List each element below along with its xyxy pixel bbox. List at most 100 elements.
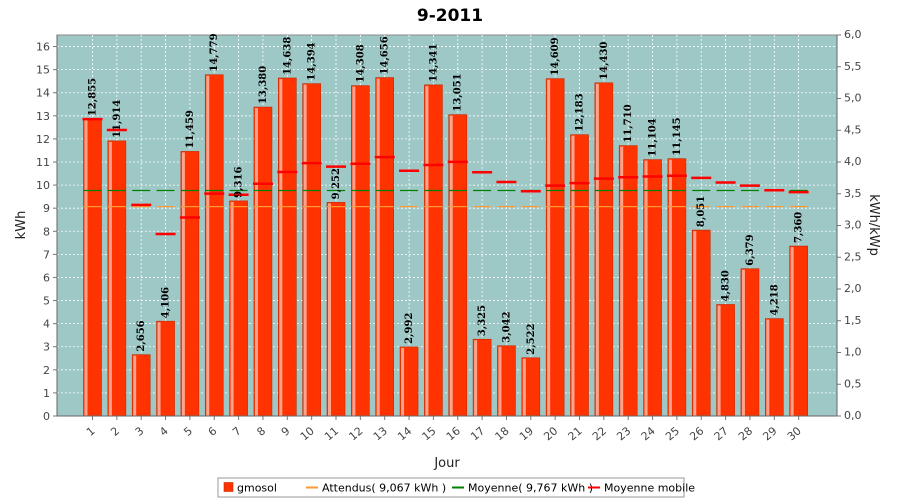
y2-tick-label: 0,0 [844, 409, 862, 422]
y-axis-title: kWh [14, 211, 29, 240]
y-tick-label: 7 [43, 248, 50, 261]
bar-highlight [303, 84, 307, 416]
y-tick-label: 13 [36, 110, 50, 123]
bar-highlight [693, 231, 697, 416]
bar-highlight [498, 346, 502, 416]
bar-highlight [620, 146, 624, 416]
x-tick-label: 28 [736, 424, 755, 443]
bar-highlight [84, 120, 88, 416]
y2-tick-label: 2,0 [844, 282, 862, 295]
bar-highlight [108, 141, 112, 417]
y2-tick-label: 4,0 [844, 155, 862, 168]
bar-value-label: 3,325 [477, 305, 488, 336]
bar-highlight [790, 247, 794, 416]
x-tick-label: 8 [254, 424, 268, 438]
x-tick-label: 3 [133, 424, 147, 438]
bar-highlight [352, 86, 356, 417]
y-tick-label: 9 [43, 202, 50, 215]
y2-tick-label: 4,5 [844, 123, 862, 136]
bar-value-label: 4,218 [769, 284, 780, 315]
bar-value-label: 14,609 [550, 37, 561, 75]
y2-tick-label: 1,0 [844, 346, 862, 359]
bar-value-label: 11,104 [648, 118, 659, 156]
y-tick-label: 16 [36, 41, 50, 54]
legend-label: Moyenne mobile [604, 482, 695, 495]
x-tick-label: 14 [395, 424, 414, 443]
bar-value-label: 6,379 [745, 234, 756, 265]
bar-highlight [279, 78, 283, 416]
y2-tick-label: 6,0 [844, 28, 862, 41]
bar-value-label: 11,914 [112, 100, 123, 138]
bar-value-label: 4,830 [721, 270, 732, 301]
y-tick-label: 5 [43, 295, 50, 308]
y-tick-label: 4 [43, 318, 50, 331]
x-tick-label: 1 [84, 424, 98, 438]
bar-value-label: 14,341 [428, 44, 439, 82]
y-tick-label: 12 [36, 133, 50, 146]
x-tick-label: 19 [517, 424, 536, 443]
bar-value-label: 2,656 [136, 320, 147, 351]
bar-highlight [181, 152, 185, 416]
x-tick-label: 10 [298, 424, 317, 443]
bar-highlight [522, 358, 526, 416]
bar-value-label: 14,394 [307, 42, 318, 80]
x-axis: 1 2 3 4 5 6 7 8 9 10 11 12 13 14 15 16 17 18 19 20 21 22 23 24 2… [57, 415, 837, 443]
y-tick-label: 1 [43, 387, 50, 400]
y-tick-label: 10 [36, 179, 50, 192]
bar-highlight [328, 203, 331, 416]
bar-value-label: 14,638 [282, 37, 293, 75]
x-tick-label: 30 [785, 424, 804, 443]
bar-highlight [644, 160, 648, 416]
bar-value-label: 13,051 [453, 73, 464, 111]
x-tick-label: 17 [468, 424, 487, 443]
bar-highlight [254, 108, 258, 416]
x-tick-label: 5 [181, 424, 195, 438]
x-tick-label: 21 [566, 424, 585, 443]
x-tick-label: 26 [687, 424, 706, 443]
legend-box [217, 477, 685, 498]
bar-value-label: 11,459 [185, 110, 196, 148]
bar-value-label: 12,183 [575, 93, 586, 131]
x-tick-label: 7 [230, 424, 244, 438]
bar-highlight [571, 135, 575, 416]
y-tick-label: 8 [43, 225, 50, 238]
x-tick-label: 6 [206, 424, 220, 438]
bar-value-label: 14,656 [380, 36, 391, 74]
y2-tick-label: 2,5 [844, 250, 862, 263]
bar-highlight [376, 78, 380, 416]
y2-tick-label: 3,5 [844, 187, 862, 200]
y2-tick-label: 5,5 [844, 60, 862, 73]
legend-label: gmosol [237, 482, 277, 495]
bar-highlight [133, 355, 137, 416]
bar-value-label: 11,710 [623, 104, 634, 142]
bar-highlight [717, 305, 721, 416]
y-tick-label: 15 [36, 64, 50, 77]
legend: gmosol Attendus( 9,067 kWh ) Moyenne( 9,76… [217, 477, 695, 498]
y-tick-label: 3 [43, 341, 50, 354]
bar-value-label: 3,042 [501, 311, 512, 342]
x-tick-label: 23 [614, 424, 633, 443]
bar-value-label: 4,106 [161, 287, 172, 318]
moving-average-marks [82, 117, 809, 236]
y2-tick-label: 5,0 [844, 92, 862, 105]
bar-highlight [157, 322, 161, 416]
x-tick-label: 12 [346, 424, 365, 443]
bar-highlight [741, 269, 745, 416]
bar-value-label: 14,430 [599, 41, 610, 79]
x-tick-label: 13 [371, 424, 390, 443]
y-tick-label: 2 [43, 364, 50, 377]
bar-value-label: 13,380 [258, 66, 269, 104]
y-axis-right: 0,0 0,5 1,0 1,5 2,0 2,5 3,0 3,5 4,0 4,5 5,0 5,5 6,0 [836, 28, 862, 422]
bar-highlight [474, 340, 478, 416]
bar-highlight [230, 201, 234, 416]
bar-value-label: 9,252 [331, 168, 342, 199]
bar-value-label: 2,992 [404, 313, 415, 344]
y2-axis-title: kWh/kWp [866, 194, 881, 256]
bar-highlight [449, 115, 453, 416]
bar-value-label: 11,145 [672, 117, 683, 155]
bars [83, 74, 808, 417]
x-tick-label: 9 [279, 424, 293, 438]
bar-value-label: 9,316 [234, 167, 245, 198]
